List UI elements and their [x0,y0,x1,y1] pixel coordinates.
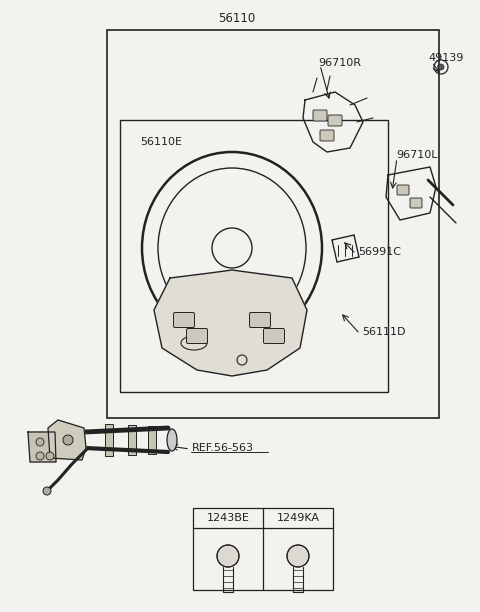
Circle shape [287,545,309,567]
Ellipse shape [167,429,177,451]
Circle shape [212,228,252,268]
Text: 56110: 56110 [218,12,256,24]
Bar [193,508,333,590]
Text: 1249KA: 1249KA [276,513,320,523]
Polygon shape [48,420,86,460]
FancyBboxPatch shape [328,115,342,126]
FancyBboxPatch shape [313,110,327,121]
Circle shape [36,452,44,460]
Text: 49139: 49139 [428,53,463,63]
Text: 1243BE: 1243BE [206,513,250,523]
Circle shape [36,438,44,446]
Circle shape [217,545,239,567]
FancyBboxPatch shape [173,313,194,327]
Circle shape [438,64,444,70]
FancyBboxPatch shape [264,329,285,343]
Bar [128,425,136,455]
Circle shape [46,452,54,460]
FancyBboxPatch shape [250,313,271,327]
FancyBboxPatch shape [320,130,334,141]
Text: 56991C: 56991C [358,247,401,257]
Text: REF.56-563: REF.56-563 [192,443,254,453]
Bar [107,30,439,418]
Bar [148,426,156,454]
Text: 96710R: 96710R [318,58,361,68]
Text: 56110E: 56110E [140,137,182,147]
FancyBboxPatch shape [397,185,409,195]
FancyBboxPatch shape [410,198,422,208]
Circle shape [43,487,51,495]
Polygon shape [28,432,56,462]
FancyBboxPatch shape [187,329,207,343]
Circle shape [63,435,73,445]
Bar [120,120,388,392]
Polygon shape [154,270,307,376]
Text: 96710L: 96710L [396,150,437,160]
Bar [105,424,113,456]
Text: 56111D: 56111D [362,327,406,337]
Ellipse shape [143,153,321,343]
